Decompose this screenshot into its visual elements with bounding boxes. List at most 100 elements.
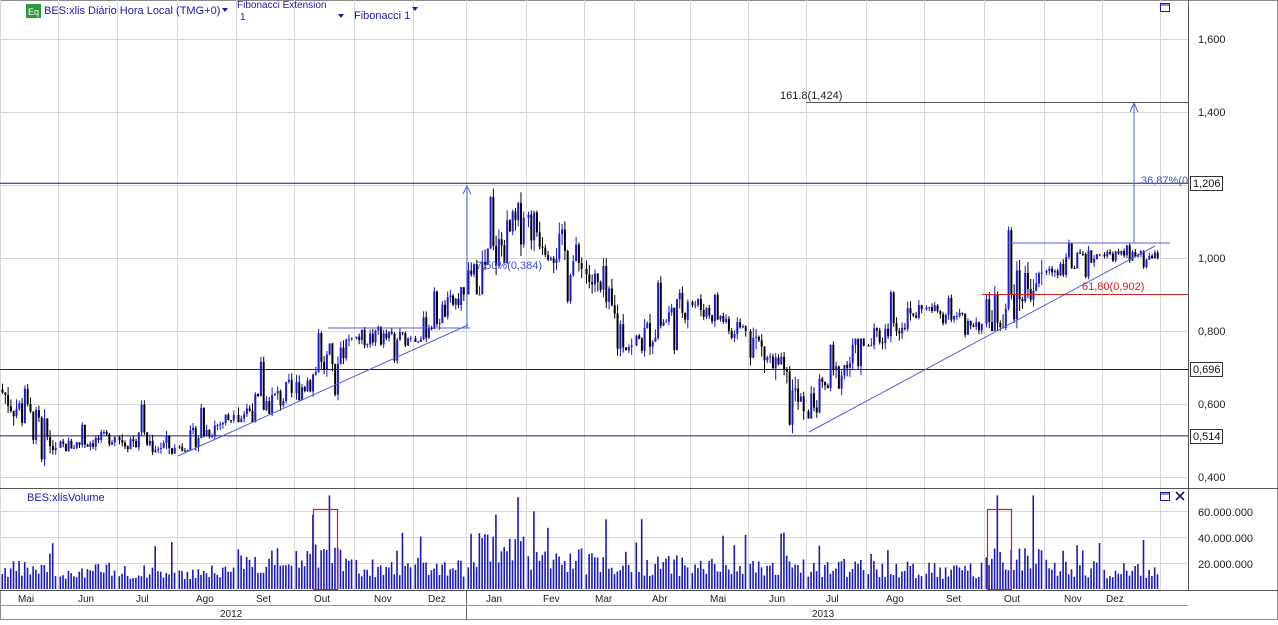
fibonacci-dropdown-icon[interactable] — [412, 7, 418, 11]
volume-bar — [35, 569, 37, 589]
candle-body — [799, 396, 802, 402]
volume-bar — [964, 565, 966, 589]
title-dropdown-icon[interactable] — [222, 8, 228, 12]
volume-bar — [350, 559, 353, 589]
candle-body — [791, 390, 794, 425]
volume-bar — [662, 562, 665, 589]
fib-extension-label[interactable]: Fibonacci Extension — [237, 0, 327, 11]
volume-bar — [4, 567, 6, 589]
month-label: Jun — [78, 594, 94, 605]
volume-bar — [605, 519, 607, 589]
volume-bar — [113, 570, 116, 589]
volume-bar — [1111, 577, 1114, 589]
fibonacci-label[interactable]: Fibonacci 1 — [354, 10, 410, 22]
close-volume-panel-icon[interactable] — [1175, 491, 1185, 501]
candle-body — [635, 335, 638, 346]
candle-body — [146, 432, 149, 445]
volume-bar — [197, 569, 200, 589]
volume-bar — [678, 576, 681, 589]
volume-bar — [154, 546, 157, 589]
month-label: Dez — [428, 594, 446, 605]
volume-bar — [1098, 543, 1101, 589]
volume-bar — [470, 533, 472, 589]
candle-body — [492, 197, 495, 246]
volume-bar — [248, 559, 251, 589]
volume-bar — [1093, 561, 1095, 589]
candle-body — [470, 270, 473, 275]
volume-bar — [1013, 569, 1015, 589]
volume-bar — [40, 564, 43, 589]
volume-bar — [640, 519, 643, 589]
candle-body — [124, 442, 127, 447]
volume-bar — [89, 570, 91, 589]
candle-body — [1059, 263, 1062, 276]
volume-bar — [1065, 561, 1067, 589]
volume-bar — [1032, 495, 1035, 589]
volume-bar — [481, 537, 483, 589]
candle-body — [851, 344, 854, 364]
candle-body — [200, 407, 203, 439]
maximize-price-panel-icon[interactable] — [1160, 3, 1170, 12]
candle-body — [417, 341, 420, 343]
candle-body — [763, 346, 766, 361]
volume-bar — [9, 568, 12, 589]
volume-bar — [931, 572, 933, 589]
volume-bar — [282, 565, 284, 589]
volume-bar — [602, 557, 605, 589]
volume-bar — [21, 575, 23, 589]
volume-bar — [414, 564, 417, 589]
candle-body — [575, 244, 578, 262]
candle-body — [148, 440, 151, 445]
volume-bar — [627, 564, 630, 589]
volume-bar — [449, 569, 451, 589]
volume-bar — [875, 569, 878, 589]
volume-bar — [791, 567, 794, 589]
candle-body — [840, 375, 843, 389]
volume-bar — [585, 574, 588, 589]
maximize-volume-panel-icon[interactable] — [1160, 492, 1170, 501]
eq-badge[interactable] — [26, 4, 41, 18]
candle-body — [1145, 259, 1148, 267]
candle-body — [151, 440, 154, 453]
volume-bar — [183, 578, 186, 589]
volume-bar — [489, 561, 492, 589]
volume-bar — [219, 577, 221, 589]
candle-body — [1021, 299, 1024, 302]
volume-bar — [32, 566, 34, 589]
volume-bar — [1151, 575, 1153, 589]
price-tick: 1,400 — [1198, 107, 1226, 119]
volume-bar — [797, 565, 799, 589]
candle-body — [312, 374, 315, 392]
volume-bar — [1123, 563, 1125, 589]
volume-bar — [285, 565, 287, 589]
fib-extension-dropdown-icon[interactable] — [338, 14, 344, 18]
volume-bar — [643, 575, 646, 589]
candle-body — [178, 446, 181, 448]
volume-bar — [774, 574, 777, 589]
volume-bar — [824, 564, 826, 589]
month-label: Set — [946, 594, 961, 605]
volume-bar — [1018, 548, 1021, 589]
candle-body — [282, 401, 285, 406]
volume-bar — [254, 556, 256, 589]
volume-bar — [708, 560, 710, 589]
candle-body — [741, 326, 744, 328]
candle-body — [807, 411, 810, 419]
candle-body — [276, 390, 279, 394]
candle-body — [366, 344, 369, 346]
volume-bar — [366, 569, 368, 589]
volume-panel-title: BES:xlisVolume — [27, 492, 105, 504]
volume-bar — [173, 572, 176, 589]
candle-body — [903, 327, 906, 329]
symbol-title[interactable]: BES:xlis Diário Hora Local (TMG+0) — [44, 5, 220, 17]
volume-bar — [92, 570, 94, 589]
volume-bar — [1153, 567, 1156, 589]
volume-bar — [237, 549, 240, 589]
volume-bar — [1090, 568, 1092, 589]
volume-bar — [608, 568, 610, 589]
candle-body — [591, 281, 594, 285]
volume-bar — [638, 571, 640, 589]
candle-body — [452, 295, 455, 305]
candle-body — [427, 328, 430, 338]
candle-body — [1120, 250, 1123, 255]
